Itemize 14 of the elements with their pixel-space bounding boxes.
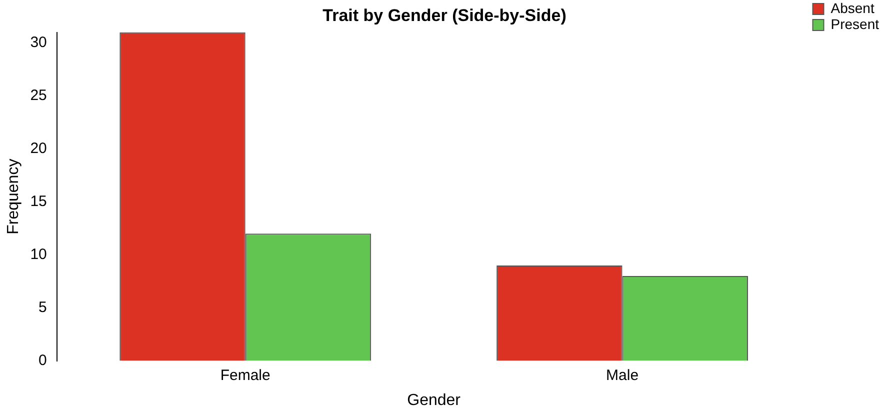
legend-label: Present xyxy=(830,16,880,32)
y-tick-label: 25 xyxy=(30,87,47,104)
y-tick-label: 20 xyxy=(30,140,47,158)
x-axis-title: Gender xyxy=(407,392,462,409)
y-tick-label: 10 xyxy=(30,246,47,264)
chart-title: Trait by Gender (Side-by-Side) xyxy=(322,6,566,25)
y-tick-label: 0 xyxy=(38,352,47,369)
y-tick-label: 30 xyxy=(30,34,47,52)
x-tick-label: Female xyxy=(220,366,270,384)
legend-label: Absent xyxy=(830,0,874,16)
y-axis-title: Frequency xyxy=(5,158,22,234)
y-tick-label: 5 xyxy=(38,298,47,316)
x-tick-label: Male xyxy=(606,366,639,384)
y-tick-label: 15 xyxy=(30,193,47,210)
